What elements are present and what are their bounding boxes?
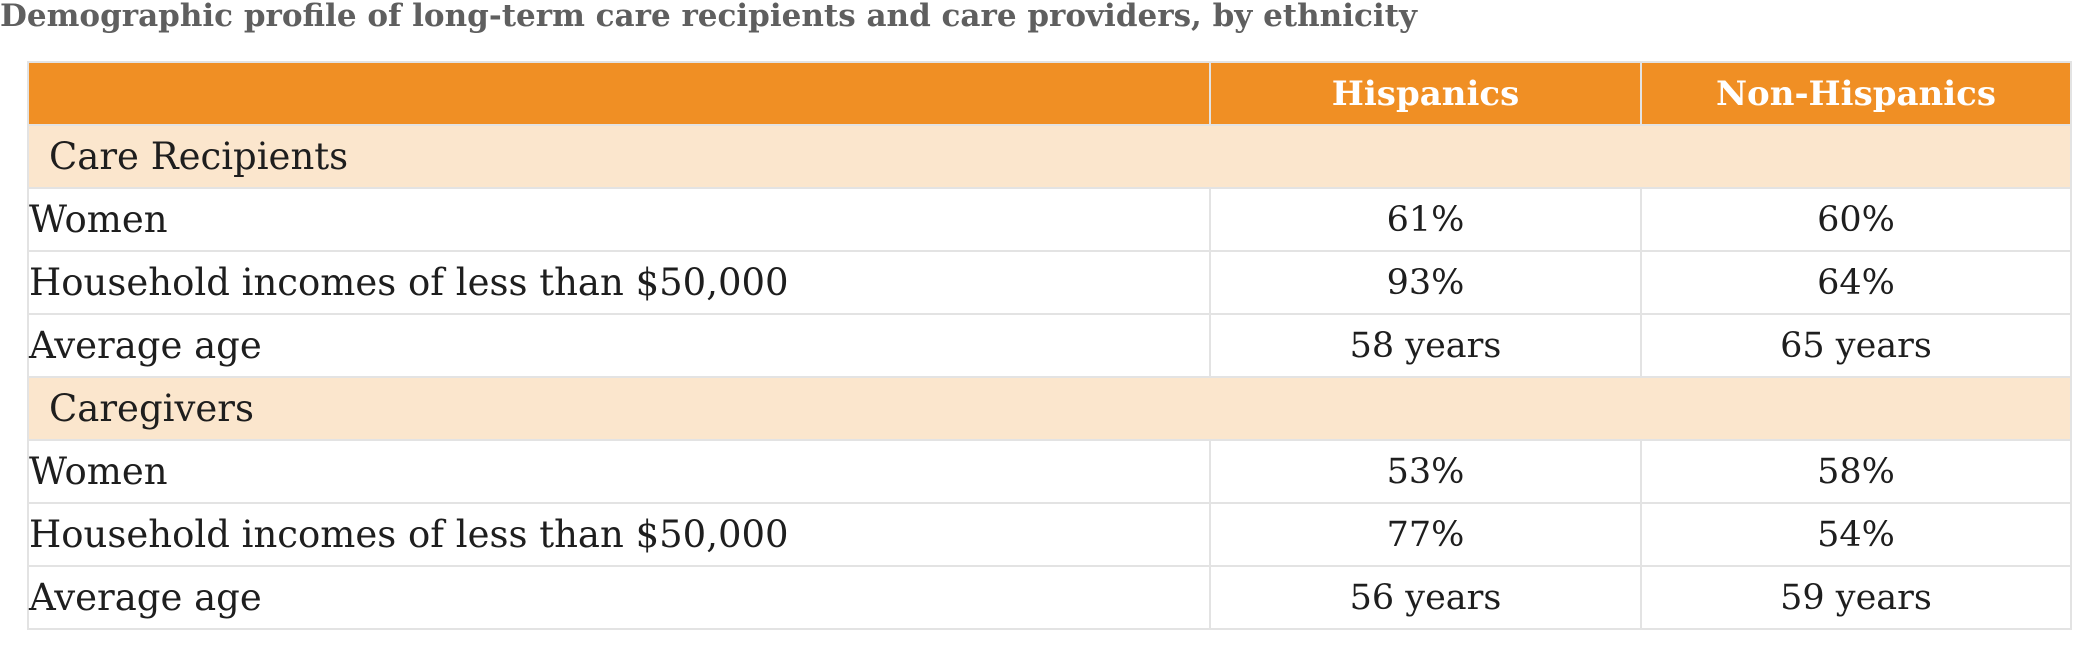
hispanics-value: 53% (1209, 439, 1642, 504)
table-row: Average age 56 years 59 years (27, 565, 2072, 630)
non-hispanics-value: 54% (1640, 502, 2072, 567)
non-hispanics-value: 60% (1640, 187, 2072, 252)
row-label: Household incomes of less than $50,000 (27, 250, 1211, 315)
header-cell-non-hispanics: Non-Hispanics (1640, 61, 2072, 126)
demographic-table: Hispanics Non-Hispanics Care Recipients … (27, 61, 2072, 630)
non-hispanics-value: 65 years (1640, 313, 2072, 378)
row-label: Women (27, 439, 1211, 504)
hispanics-value: 77% (1209, 502, 1642, 567)
table-header-row: Hispanics Non-Hispanics (27, 61, 2072, 126)
hispanics-value: 93% (1209, 250, 1642, 315)
header-cell-hispanics: Hispanics (1209, 61, 1642, 126)
section-row-caregivers: Caregivers (27, 376, 2072, 441)
hispanics-value: 56 years (1209, 565, 1642, 630)
table-row: Household incomes of less than $50,000 7… (27, 502, 2072, 567)
non-hispanics-value: 59 years (1640, 565, 2072, 630)
section-label: Care Recipients (27, 124, 2072, 189)
section-label: Caregivers (27, 376, 2072, 441)
table-row: Household incomes of less than $50,000 9… (27, 250, 2072, 315)
header-cell-blank (27, 61, 1211, 126)
non-hispanics-value: 64% (1640, 250, 2072, 315)
row-label: Average age (27, 313, 1211, 378)
hispanics-value: 58 years (1209, 313, 1642, 378)
non-hispanics-value: 58% (1640, 439, 2072, 504)
section-row-care-recipients: Care Recipients (27, 124, 2072, 189)
row-label: Women (27, 187, 1211, 252)
chart-title: Demographic profile of long-term care re… (0, 0, 1417, 34)
table-row: Women 53% 58% (27, 439, 2072, 504)
row-label: Average age (27, 565, 1211, 630)
table-row: Average age 58 years 65 years (27, 313, 2072, 378)
hispanics-value: 61% (1209, 187, 1642, 252)
row-label: Household incomes of less than $50,000 (27, 502, 1211, 567)
table-row: Women 61% 60% (27, 187, 2072, 252)
